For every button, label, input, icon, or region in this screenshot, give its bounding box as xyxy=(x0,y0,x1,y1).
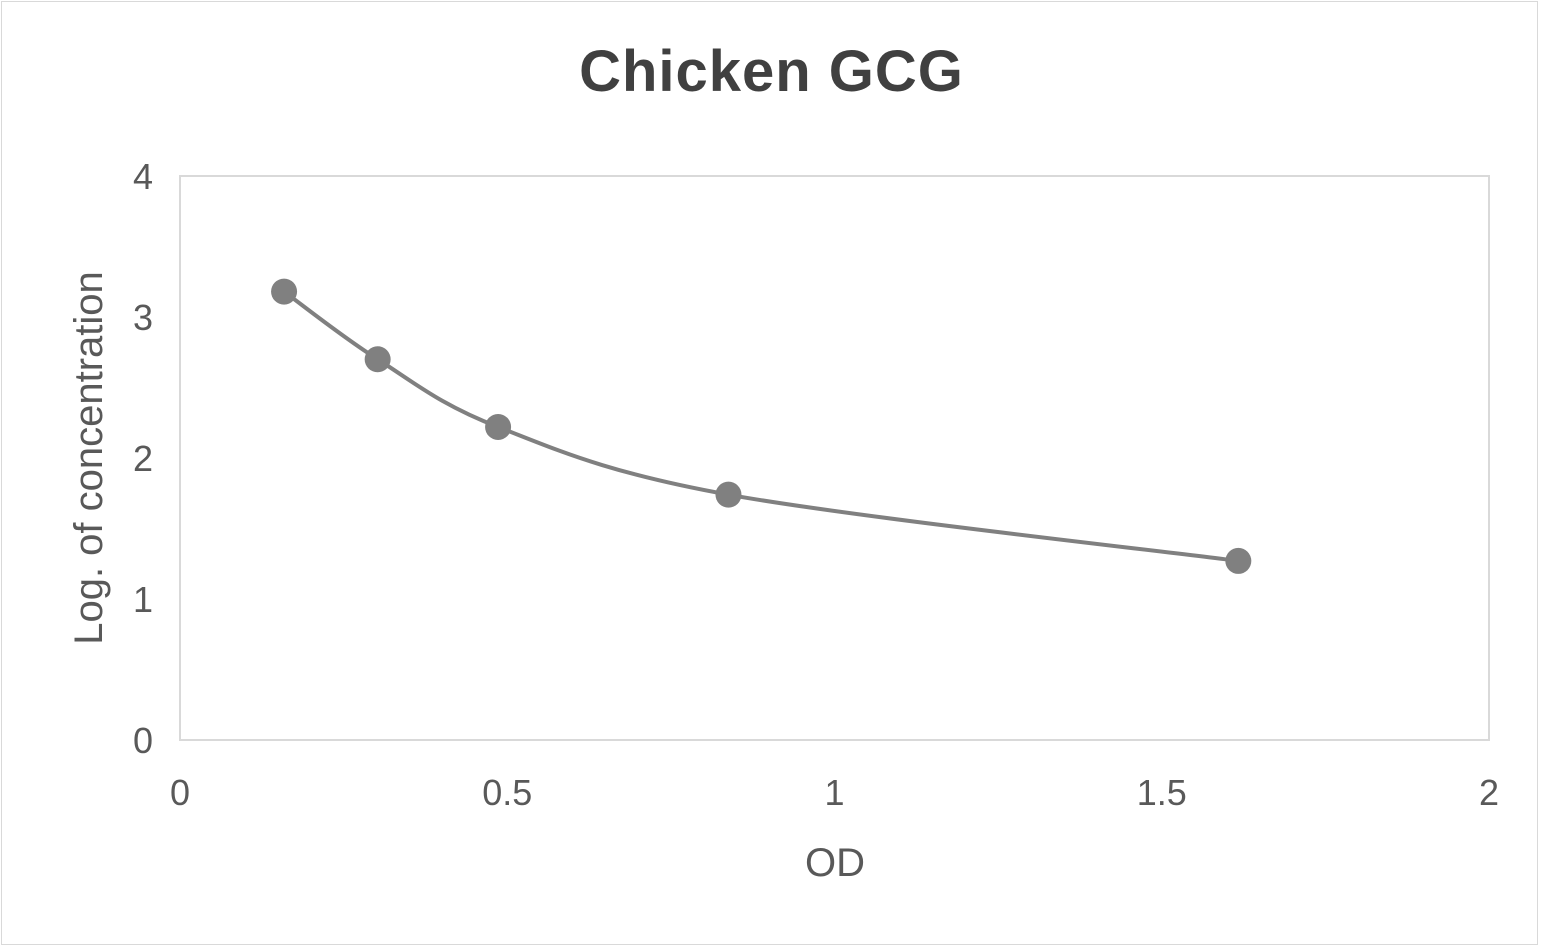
y-axis-ticks: 0 1 2 3 4 xyxy=(133,156,153,761)
plot-area xyxy=(179,175,1490,741)
x-tick-label: 0.5 xyxy=(482,772,532,813)
x-tick-label: 1 xyxy=(824,772,844,813)
data-point xyxy=(271,278,298,305)
data-point xyxy=(485,413,512,440)
data-point xyxy=(364,346,391,373)
data-point xyxy=(715,481,742,508)
y-tick-label: 1 xyxy=(133,579,153,620)
y-tick-label: 3 xyxy=(133,297,153,338)
x-tick-label: 2 xyxy=(1479,772,1499,813)
y-tick-label: 4 xyxy=(133,156,153,197)
data-point xyxy=(1225,547,1252,574)
y-tick-label: 2 xyxy=(133,438,153,479)
data-line xyxy=(282,289,1239,563)
x-tick-label: 0 xyxy=(170,772,190,813)
chart-title: Chicken GCG xyxy=(579,39,964,104)
x-axis-ticks: 0 0.5 1 1.5 2 xyxy=(170,772,1499,813)
y-axis-label: Log. of concentration xyxy=(67,271,111,645)
x-tick-label: 1.5 xyxy=(1137,772,1187,813)
data-points xyxy=(271,278,1252,574)
x-axis-label: OD xyxy=(805,841,865,885)
y-tick-label: 0 xyxy=(133,720,153,761)
